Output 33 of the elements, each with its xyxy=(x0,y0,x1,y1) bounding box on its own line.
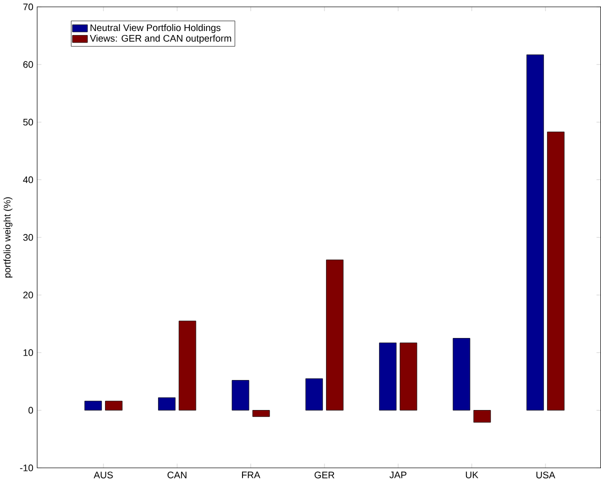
y-tick-label: 40 xyxy=(23,176,34,184)
y-tick-label: -10 xyxy=(20,464,34,472)
x-tick-label: USA xyxy=(536,472,556,478)
y-tick-label: 20 xyxy=(23,292,34,298)
y-tick-label: 70 xyxy=(23,4,34,10)
legend-label: Views: GER and CAN outperform xyxy=(90,34,232,44)
x-tick-label: UK xyxy=(466,472,478,478)
bar xyxy=(105,400,122,411)
bar xyxy=(178,320,196,411)
x-tick-label: JAP xyxy=(390,472,406,478)
bar xyxy=(305,378,323,411)
bar xyxy=(400,342,418,411)
y-axis-title: portfolio weight (%) xyxy=(4,197,12,278)
bar xyxy=(252,410,270,417)
bar xyxy=(232,380,250,411)
bar xyxy=(452,338,470,411)
bar xyxy=(526,54,544,411)
x-tick-label: AUS xyxy=(94,472,113,478)
y-tick-label: 10 xyxy=(24,349,34,356)
x-tick-label: CAN xyxy=(168,472,186,478)
bar xyxy=(158,397,176,411)
bar xyxy=(547,132,564,411)
bar xyxy=(326,260,344,411)
x-tick-label: FRA xyxy=(242,472,260,478)
y-tick-label: 50 xyxy=(23,118,34,126)
bar xyxy=(84,400,102,411)
legend-label: Neutral View Portfolio Holdings xyxy=(90,24,220,34)
x-tick-label: GER xyxy=(314,472,334,478)
bar xyxy=(473,410,491,423)
y-tick-label: 0 xyxy=(28,406,34,414)
y-tick-label: 60 xyxy=(23,61,34,68)
y-tick-label: 30 xyxy=(23,234,34,241)
bar xyxy=(379,342,397,411)
